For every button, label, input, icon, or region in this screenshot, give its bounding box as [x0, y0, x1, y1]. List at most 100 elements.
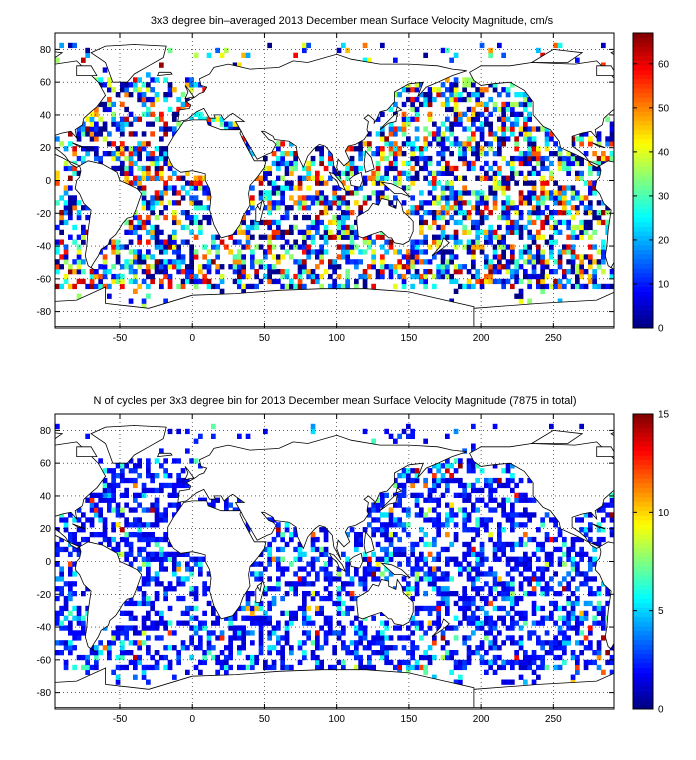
- data-cell: [154, 229, 160, 235]
- data-cell: [189, 77, 194, 83]
- data-cell: [154, 650, 160, 656]
- data-cell: [89, 492, 95, 498]
- data-cell: [566, 234, 571, 240]
- data-cell: [423, 517, 428, 523]
- data-cell: [406, 185, 411, 191]
- data-cell: [89, 517, 95, 523]
- data-cell: [267, 224, 272, 231]
- data-cell: [566, 595, 571, 602]
- data-cell: [523, 244, 528, 250]
- data-cell: [167, 106, 173, 113]
- data-cell: [544, 190, 550, 196]
- data-cell: [475, 532, 480, 538]
- data-cell: [475, 571, 480, 577]
- data-cell: [445, 259, 450, 265]
- data-cell: [341, 195, 346, 201]
- data-cell: [289, 185, 294, 191]
- data-cell: [124, 116, 129, 122]
- data-cell: [245, 654, 251, 661]
- data-cell: [293, 556, 298, 562]
- data-cell: [367, 561, 372, 567]
- data-cell: [393, 522, 398, 528]
- data-cell: [510, 620, 515, 626]
- data-cell: [380, 126, 385, 132]
- data-cell: [410, 180, 415, 186]
- data-cell: [137, 165, 142, 172]
- data-cell: [146, 507, 151, 513]
- data-cell: [102, 645, 108, 651]
- data-cell: [375, 131, 381, 137]
- data-cell: [453, 556, 459, 562]
- data-cell: [124, 155, 129, 162]
- data-cell: [375, 269, 381, 275]
- data-cell: [419, 155, 424, 162]
- data-cell: [462, 541, 467, 548]
- data-cell: [354, 170, 359, 176]
- data-cell: [510, 635, 515, 641]
- data-cell: [367, 195, 372, 201]
- data-cell: [128, 219, 134, 226]
- data-cell: [440, 273, 446, 280]
- data-cell: [475, 620, 480, 626]
- data-cell: [579, 175, 584, 181]
- data-cell: [540, 269, 545, 275]
- data-cell: [458, 659, 463, 666]
- data-cell: [484, 527, 489, 533]
- data-cell: [397, 273, 402, 280]
- data-cell: [462, 640, 467, 646]
- data-cell: [185, 551, 190, 557]
- data-cell: [289, 620, 294, 626]
- data-cell: [466, 239, 472, 245]
- data-cell: [133, 463, 138, 469]
- data-cell: [284, 522, 290, 528]
- data-cell: [133, 615, 138, 621]
- data-cell: [466, 645, 472, 651]
- data-cell: [540, 591, 545, 597]
- data-cell: [479, 546, 485, 553]
- data-cell: [315, 536, 320, 543]
- data-cell: [497, 254, 502, 260]
- data-cell: [68, 536, 73, 543]
- data-cell: [371, 551, 376, 557]
- data-cell: [445, 180, 450, 186]
- data-cell: [267, 586, 272, 592]
- data-cell: [115, 674, 121, 680]
- data-cell: [462, 605, 467, 612]
- data-cell: [202, 556, 207, 562]
- data-cell: [323, 586, 329, 592]
- data-cell: [332, 283, 337, 290]
- data-cell: [475, 151, 480, 157]
- data-cell: [120, 492, 125, 498]
- data-cell: [263, 615, 268, 621]
- landmass-outline: [688, 501, 696, 619]
- data-cell: [76, 620, 82, 626]
- data-cell: [583, 664, 589, 671]
- landmass-outline: [55, 432, 64, 440]
- data-cell: [293, 546, 298, 553]
- data-cell: [332, 234, 337, 240]
- data-cell: [354, 283, 359, 290]
- data-cell: [380, 155, 385, 162]
- data-cell: [128, 659, 134, 666]
- data-cell: [393, 151, 398, 157]
- data-cell: [133, 654, 138, 661]
- data-cell: [475, 87, 480, 93]
- data-cell: [540, 224, 545, 231]
- data-cell: [531, 650, 537, 656]
- data-cell: [501, 52, 506, 58]
- data-cell: [531, 654, 537, 661]
- data-cell: [206, 650, 212, 656]
- data-cell: [397, 259, 402, 265]
- data-cell: [540, 576, 545, 582]
- data-cell: [397, 664, 402, 671]
- y-tick-label: 0: [45, 557, 51, 568]
- data-cell: [531, 551, 537, 557]
- data-cell: [596, 536, 602, 543]
- data-cell: [154, 517, 160, 523]
- data-cell: [384, 264, 389, 270]
- data-cell: [115, 259, 121, 265]
- data-cell: [310, 556, 316, 562]
- data-cell: [536, 126, 541, 132]
- data-cell: [349, 259, 355, 265]
- colorbar-segment: [633, 672, 653, 678]
